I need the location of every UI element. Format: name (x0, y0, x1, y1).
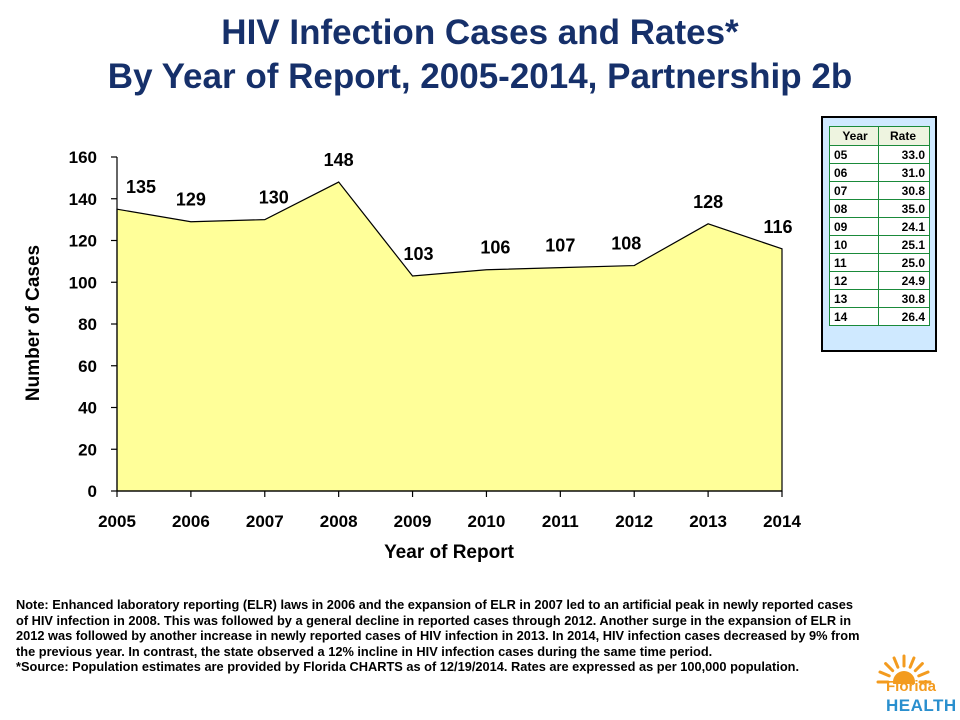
rate-table-year-cell: 09 (829, 217, 879, 236)
data-label: 108 (611, 234, 641, 254)
sun-ray (878, 670, 891, 678)
data-label: 129 (176, 190, 206, 210)
x-tick-label: 2006 (172, 512, 210, 531)
note-paragraph: Note: Enhanced laboratory reporting (ELR… (16, 597, 860, 659)
sun-ray (917, 670, 930, 678)
sun-ray (892, 656, 900, 669)
rate-table: Year Rate 05 33.0 06 31.0 07 30.8 08 35.0 09 24.1 10… (821, 116, 937, 352)
y-tick-label: 80 (78, 315, 97, 334)
rate-table-grid: Year Rate 05 33.0 06 31.0 07 30.8 08 35.0 09 24.1 10… (829, 126, 930, 326)
y-tick-label: 40 (78, 399, 97, 418)
rate-table-row: 06 31.0 (829, 163, 930, 182)
x-tick-label: 2010 (468, 512, 506, 531)
data-label: 148 (324, 150, 354, 170)
logo-text-health: HEALTH (886, 696, 957, 715)
area-series (116, 181, 783, 492)
data-label: 103 (404, 244, 434, 264)
y-tick-label: 60 (78, 357, 97, 376)
x-tick-label: 2012 (615, 512, 653, 531)
rate-table-rate-cell: 31.0 (878, 163, 930, 182)
rate-table-row: 12 24.9 (829, 271, 930, 290)
y-tick-label: 120 (69, 232, 97, 251)
rate-table-row: 10 25.1 (829, 235, 930, 254)
x-tick-label: 2011 (542, 512, 579, 531)
rate-table-row: 09 24.1 (829, 217, 930, 236)
sun-ray (884, 662, 895, 673)
rate-table-rate-cell: 35.0 (878, 199, 930, 218)
x-axis-title: Year of Report (384, 542, 515, 563)
rate-table-year-cell: 10 (829, 235, 879, 254)
x-tick-label: 2014 (763, 512, 801, 531)
rate-table-year-cell: 08 (829, 199, 879, 218)
rate-table-rate-cell: 24.1 (878, 217, 930, 236)
rate-table-header-cell: Rate (878, 126, 930, 146)
rate-table-row: 07 30.8 (829, 181, 930, 200)
data-label: 135 (126, 177, 156, 197)
chart-title-line2: By Year of Report, 2005-2014, Partnershi… (107, 57, 853, 96)
rate-table-row: 11 25.0 (829, 253, 930, 272)
data-label: 128 (693, 192, 723, 212)
source-note: *Source: Population estimates are provid… (16, 659, 800, 674)
rate-table-year-cell: 13 (829, 289, 879, 308)
rate-table-row: 08 35.0 (829, 199, 930, 218)
sun-ray (908, 656, 916, 669)
data-label: 107 (545, 236, 575, 256)
rate-table-rate-cell: 33.0 (878, 145, 930, 164)
rate-table-rate-cell: 24.9 (878, 271, 930, 290)
rate-table-year-cell: 12 (829, 271, 879, 290)
data-label: 116 (763, 217, 792, 237)
rate-table-rate-cell: 26.4 (878, 307, 930, 326)
rate-table-header: Year Rate (829, 126, 930, 146)
rate-table-year-cell: 06 (829, 163, 879, 182)
sun-ray (913, 662, 924, 673)
rate-table-rate-cell: 25.1 (878, 235, 930, 254)
y-axis-title: Number of Cases (23, 245, 44, 401)
area-chart: 0 20 40 60 80 100 120 140 160 2005 2006 2007 2008 200… (23, 148, 801, 563)
rate-table-row: 05 33.0 (829, 145, 930, 164)
chart-title-line1: HIV Infection Cases and Rates* (221, 13, 739, 52)
data-label: 130 (259, 188, 289, 208)
y-tick-label: 0 (88, 482, 97, 501)
rate-table-header-cell: Year (829, 126, 879, 146)
rate-table-year-cell: 05 (829, 145, 879, 164)
x-tick-label: 2005 (98, 512, 136, 531)
y-tick-label: 100 (69, 273, 97, 292)
x-tick-label: 2007 (246, 512, 284, 531)
x-tick-label: 2009 (394, 512, 432, 531)
x-tick-label: 2013 (689, 512, 727, 531)
rate-table-year-cell: 07 (829, 181, 879, 200)
footnote: Note: Enhanced laboratory reporting (ELR… (16, 597, 866, 675)
rate-table-rate-cell: 30.8 (878, 181, 930, 200)
florida-health-logo: Florida HEALTH (876, 636, 956, 718)
y-tick-label: 160 (69, 148, 97, 167)
rate-table-rate-cell: 30.8 (878, 289, 930, 308)
rate-table-year-cell: 14 (829, 307, 879, 326)
rate-table-year-cell: 11 (829, 253, 879, 272)
data-label: 106 (480, 238, 510, 258)
sun-logo-icon (876, 654, 932, 693)
x-tick-label: 2008 (320, 512, 358, 531)
y-tick-label: 20 (78, 440, 97, 459)
logo-text-florida: Florida (886, 678, 937, 695)
rate-table-rate-cell: 25.0 (878, 253, 930, 272)
y-tick-label: 140 (69, 190, 97, 209)
rate-table-row: 13 30.8 (829, 289, 930, 308)
rate-table-row: 14 26.4 (829, 307, 930, 326)
